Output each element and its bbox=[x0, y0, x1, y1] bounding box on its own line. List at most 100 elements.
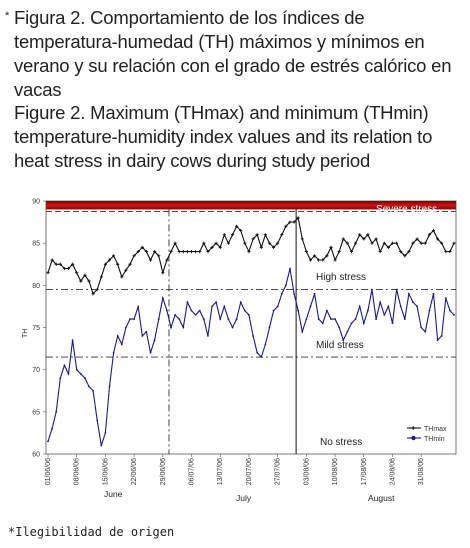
y-axis-label: TH bbox=[22, 329, 29, 338]
x-tick-label: 22/06/06 bbox=[131, 458, 138, 485]
data-point-thmin bbox=[120, 343, 123, 346]
data-point-thmax bbox=[259, 245, 263, 249]
data-point-thmax bbox=[390, 241, 395, 245]
data-point-thmax bbox=[194, 250, 198, 254]
data-point-thmin bbox=[219, 318, 222, 320]
data-point-thmax bbox=[132, 254, 136, 258]
data-point-thmax bbox=[403, 254, 407, 258]
data-point-thmin bbox=[71, 339, 74, 342]
data-point-thmax bbox=[382, 241, 386, 245]
data-point-thmin bbox=[153, 339, 156, 342]
high-stress-label: High stress bbox=[316, 272, 366, 283]
data-point-thmax bbox=[341, 237, 345, 241]
data-point-thmin bbox=[362, 322, 365, 325]
data-point-thmax bbox=[415, 237, 419, 241]
data-point-thmin bbox=[256, 351, 259, 354]
data-point-thmin bbox=[350, 322, 353, 325]
x-tick-label: 20/07/06 bbox=[246, 458, 253, 485]
data-point-thmin bbox=[112, 351, 115, 354]
data-point-thmin bbox=[248, 313, 250, 316]
data-point-thmax bbox=[153, 250, 157, 254]
data-point-thmin bbox=[198, 309, 201, 312]
data-point-thmin bbox=[371, 288, 373, 291]
data-point-thmax bbox=[362, 237, 366, 241]
data-point-thmin bbox=[412, 301, 414, 304]
data-point-thmin bbox=[395, 288, 398, 291]
x-tick-label: 31/08/06 bbox=[418, 458, 425, 485]
caption-footnote-marker: * bbox=[5, 10, 10, 22]
data-point-thmin bbox=[174, 313, 177, 316]
data-point-thmin bbox=[358, 305, 361, 308]
footnote-illegibility: *Ilegibilidad de origen bbox=[8, 525, 175, 539]
data-point-thmin bbox=[186, 301, 189, 304]
data-point-thmin bbox=[448, 309, 451, 312]
data-point-thmin bbox=[161, 297, 164, 299]
y-tick-label: 90 bbox=[32, 199, 40, 206]
data-point-thmax bbox=[218, 245, 222, 249]
y-tick-label: 75 bbox=[32, 325, 40, 332]
data-point-thmax bbox=[62, 266, 67, 271]
y-tick-label: 80 bbox=[32, 283, 40, 290]
data-point-thmax bbox=[296, 216, 300, 220]
data-point-thmin bbox=[149, 351, 152, 354]
data-point-thmax bbox=[87, 279, 91, 283]
legend-label-thmin: THmin bbox=[424, 436, 445, 443]
data-point-thmax bbox=[399, 250, 403, 254]
data-point-thmin bbox=[79, 372, 82, 375]
data-point-thmin bbox=[325, 309, 328, 312]
data-point-thmin bbox=[239, 301, 242, 304]
data-point-thmin bbox=[59, 377, 62, 379]
data-point-thmin bbox=[403, 318, 406, 320]
data-point-thmin bbox=[301, 330, 304, 333]
data-point-thmin bbox=[145, 330, 148, 333]
data-point-thmax bbox=[161, 271, 165, 275]
data-point-thmin bbox=[223, 305, 226, 308]
data-point-thmin bbox=[387, 305, 390, 308]
data-point-thmin bbox=[178, 318, 181, 320]
data-point-thmin bbox=[379, 301, 382, 304]
no-stress-label: No stress bbox=[320, 437, 362, 448]
data-point-thmax bbox=[235, 224, 239, 228]
data-point-thmax bbox=[419, 241, 423, 245]
data-point-thmax bbox=[58, 262, 62, 266]
data-point-thmax bbox=[79, 279, 83, 283]
data-point-thmin bbox=[407, 292, 410, 295]
data-point-thmin bbox=[116, 335, 119, 337]
data-point-thmax bbox=[99, 275, 103, 279]
data-point-thmin bbox=[202, 318, 205, 320]
x-tick-label: 27/07/06 bbox=[275, 458, 282, 485]
data-point-thmax bbox=[46, 271, 50, 275]
data-point-thmax bbox=[83, 273, 87, 277]
data-point-thmin bbox=[141, 335, 144, 337]
data-point-thmin bbox=[280, 292, 283, 295]
data-point-thmax bbox=[411, 241, 415, 245]
data-point-thmax bbox=[198, 250, 202, 254]
data-point-thmax bbox=[185, 250, 190, 254]
data-point-thmax bbox=[112, 254, 116, 258]
data-point-thmin bbox=[338, 326, 341, 329]
x-tick-label: 10/08/06 bbox=[332, 458, 339, 485]
data-point-thmax bbox=[337, 250, 341, 254]
figure-caption-english: Figure 2. Maximum (THmax) and minimum (T… bbox=[14, 102, 433, 171]
data-point-thmin bbox=[330, 318, 332, 320]
data-point-thmax bbox=[394, 241, 399, 245]
data-point-thmin bbox=[157, 318, 160, 320]
data-point-thmin bbox=[207, 335, 209, 337]
y-tick-label: 60 bbox=[32, 452, 40, 459]
data-point-thmax bbox=[345, 241, 349, 245]
data-point-thmax bbox=[271, 245, 276, 249]
data-point-thmin bbox=[424, 330, 427, 333]
legend-marker-thmax bbox=[411, 426, 415, 430]
data-point-thmax bbox=[378, 250, 382, 254]
data-point-thmax bbox=[386, 245, 390, 249]
data-point-thmax bbox=[292, 220, 296, 224]
data-point-thmax bbox=[284, 224, 288, 228]
data-point-thmin bbox=[88, 385, 90, 388]
data-point-thmin bbox=[215, 301, 218, 304]
data-point-thmax bbox=[308, 258, 313, 262]
data-point-thmax bbox=[144, 250, 149, 254]
data-point-thmin bbox=[51, 427, 54, 430]
data-point-thmin bbox=[96, 419, 99, 422]
x-tick-label: 17/08/06 bbox=[361, 458, 368, 485]
data-point-thmax bbox=[140, 245, 144, 249]
